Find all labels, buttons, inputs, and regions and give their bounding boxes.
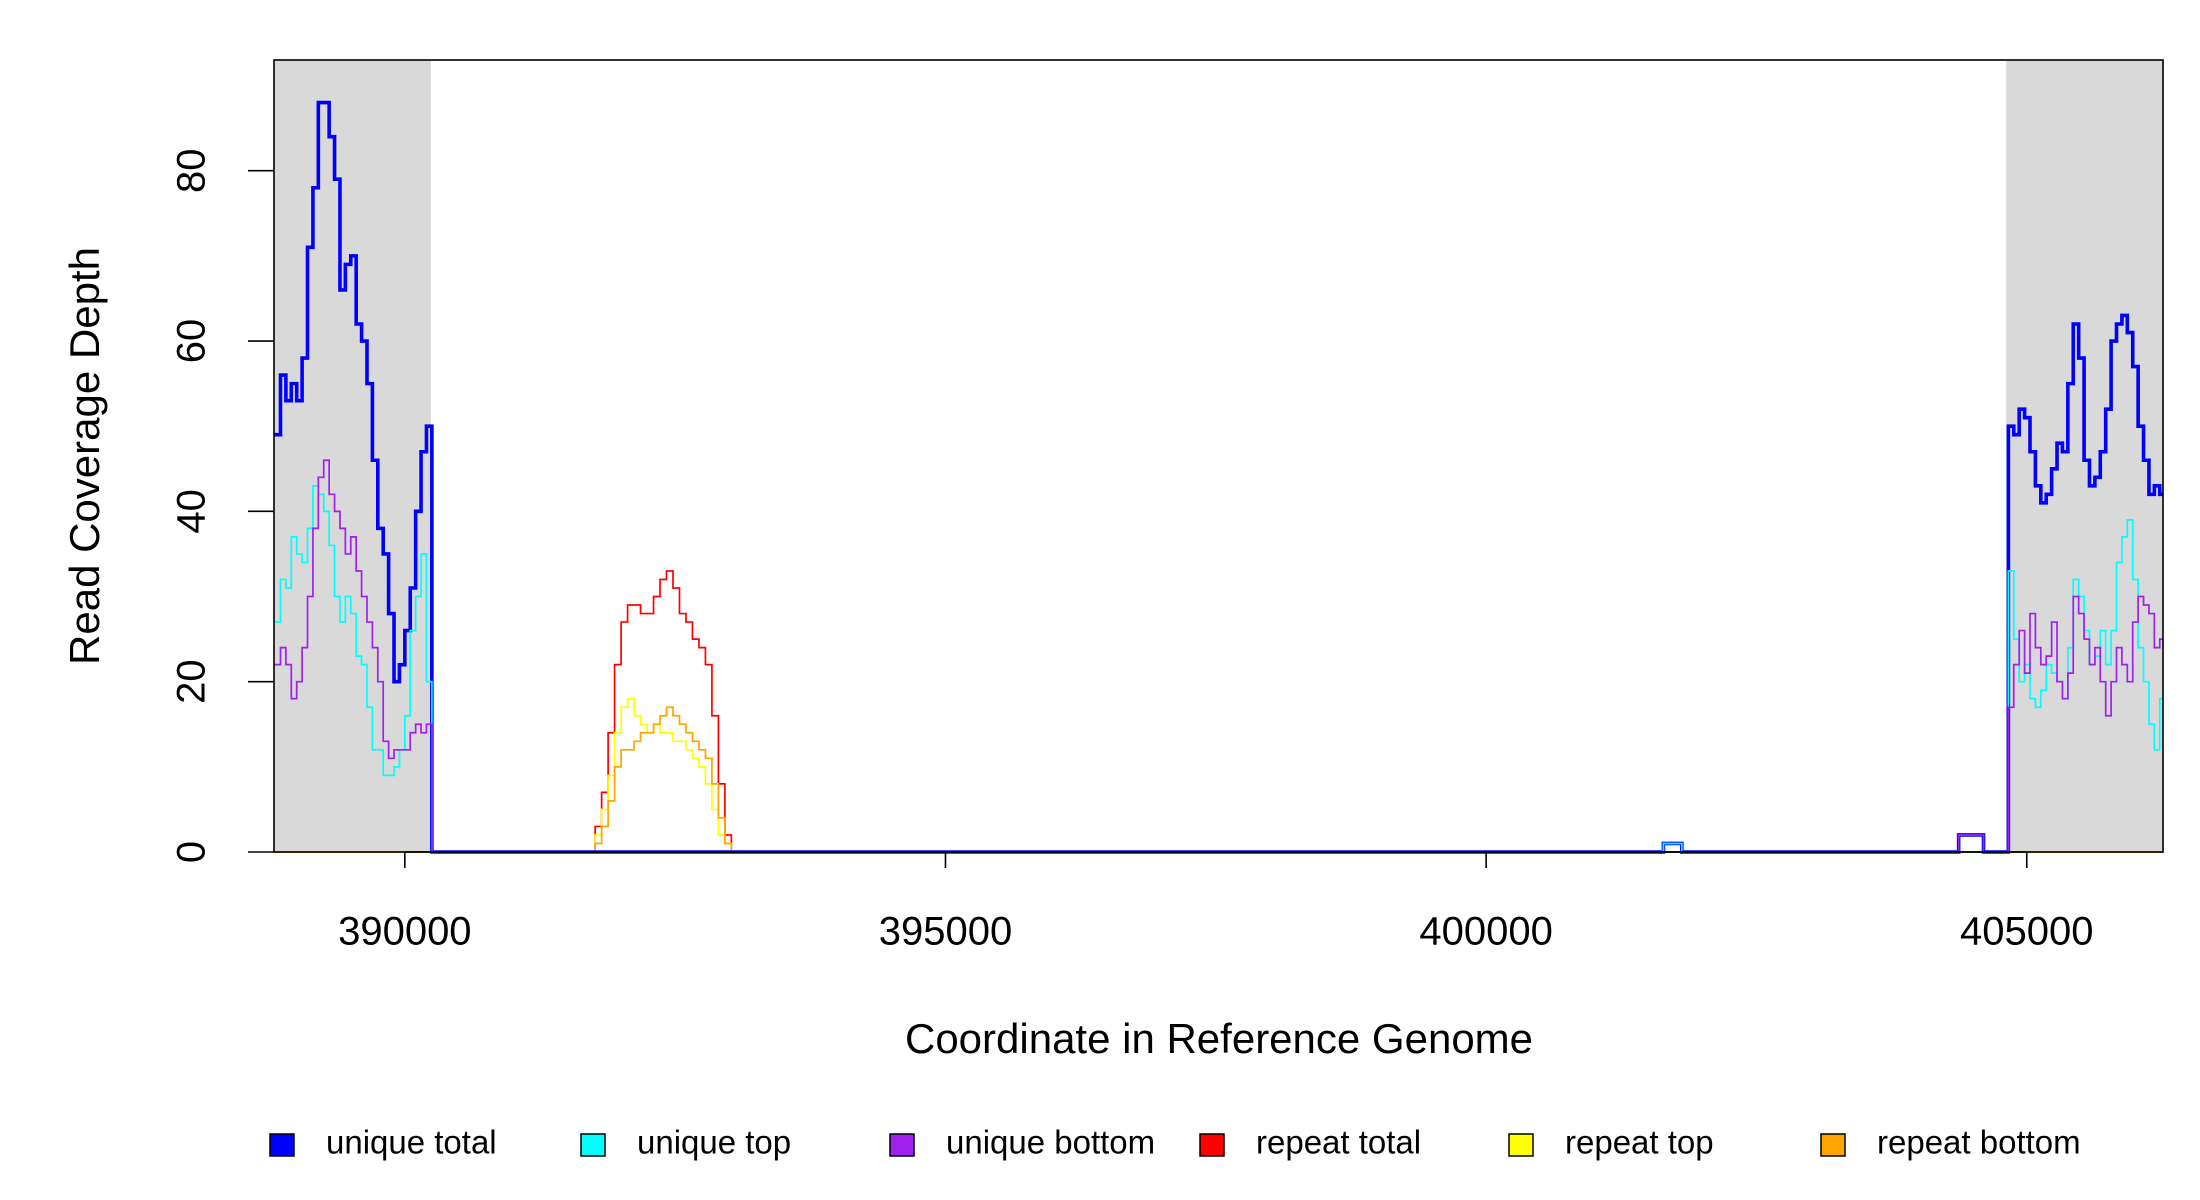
legend-swatch [580, 1133, 606, 1157]
shaded-regions [274, 60, 2163, 852]
legend-swatch [1820, 1133, 1846, 1157]
y-tick-label: 0 [170, 841, 214, 863]
legend-swatch [889, 1133, 915, 1157]
legend-swatch [1508, 1133, 1534, 1157]
y-axis-title: Read Coverage Depth [61, 247, 108, 665]
x-tick-label: 390000 [338, 910, 471, 954]
axes: 0 20 40 60 80 390000 395000 400000 405000 [170, 59, 2164, 954]
series-line [274, 484, 2163, 853]
series-line [274, 459, 2163, 853]
legend: unique total unique top unique bottom repea… [269, 1124, 2081, 1161]
legend-label: unique total [326, 1124, 497, 1161]
series-line [274, 697, 2163, 853]
shaded-region [274, 60, 431, 852]
legend-label: repeat top [1565, 1124, 1714, 1161]
y-tick-label: 80 [170, 148, 214, 193]
legend-label: repeat total [1256, 1124, 1421, 1161]
series-line [274, 570, 2163, 853]
x-tick-label: 400000 [1419, 910, 1552, 954]
x-tick-label: 405000 [1960, 910, 2093, 954]
y-tick-label: 60 [170, 319, 214, 364]
y-tick-label: 40 [170, 489, 214, 534]
legend-label: unique top [637, 1124, 791, 1161]
x-axis-title: Coordinate in Reference Genome [905, 1015, 1533, 1062]
legend-swatch [269, 1133, 295, 1157]
series-line [274, 100, 2163, 854]
legend-label: unique bottom [946, 1124, 1155, 1161]
series-lines [274, 100, 2163, 854]
plot-frame [273, 59, 2164, 853]
legend-label: repeat bottom [1877, 1124, 2081, 1161]
legend-swatch [1199, 1133, 1225, 1157]
x-tick-label: 395000 [879, 910, 1012, 954]
y-tick-label: 20 [170, 659, 214, 704]
series-line [274, 706, 2163, 853]
